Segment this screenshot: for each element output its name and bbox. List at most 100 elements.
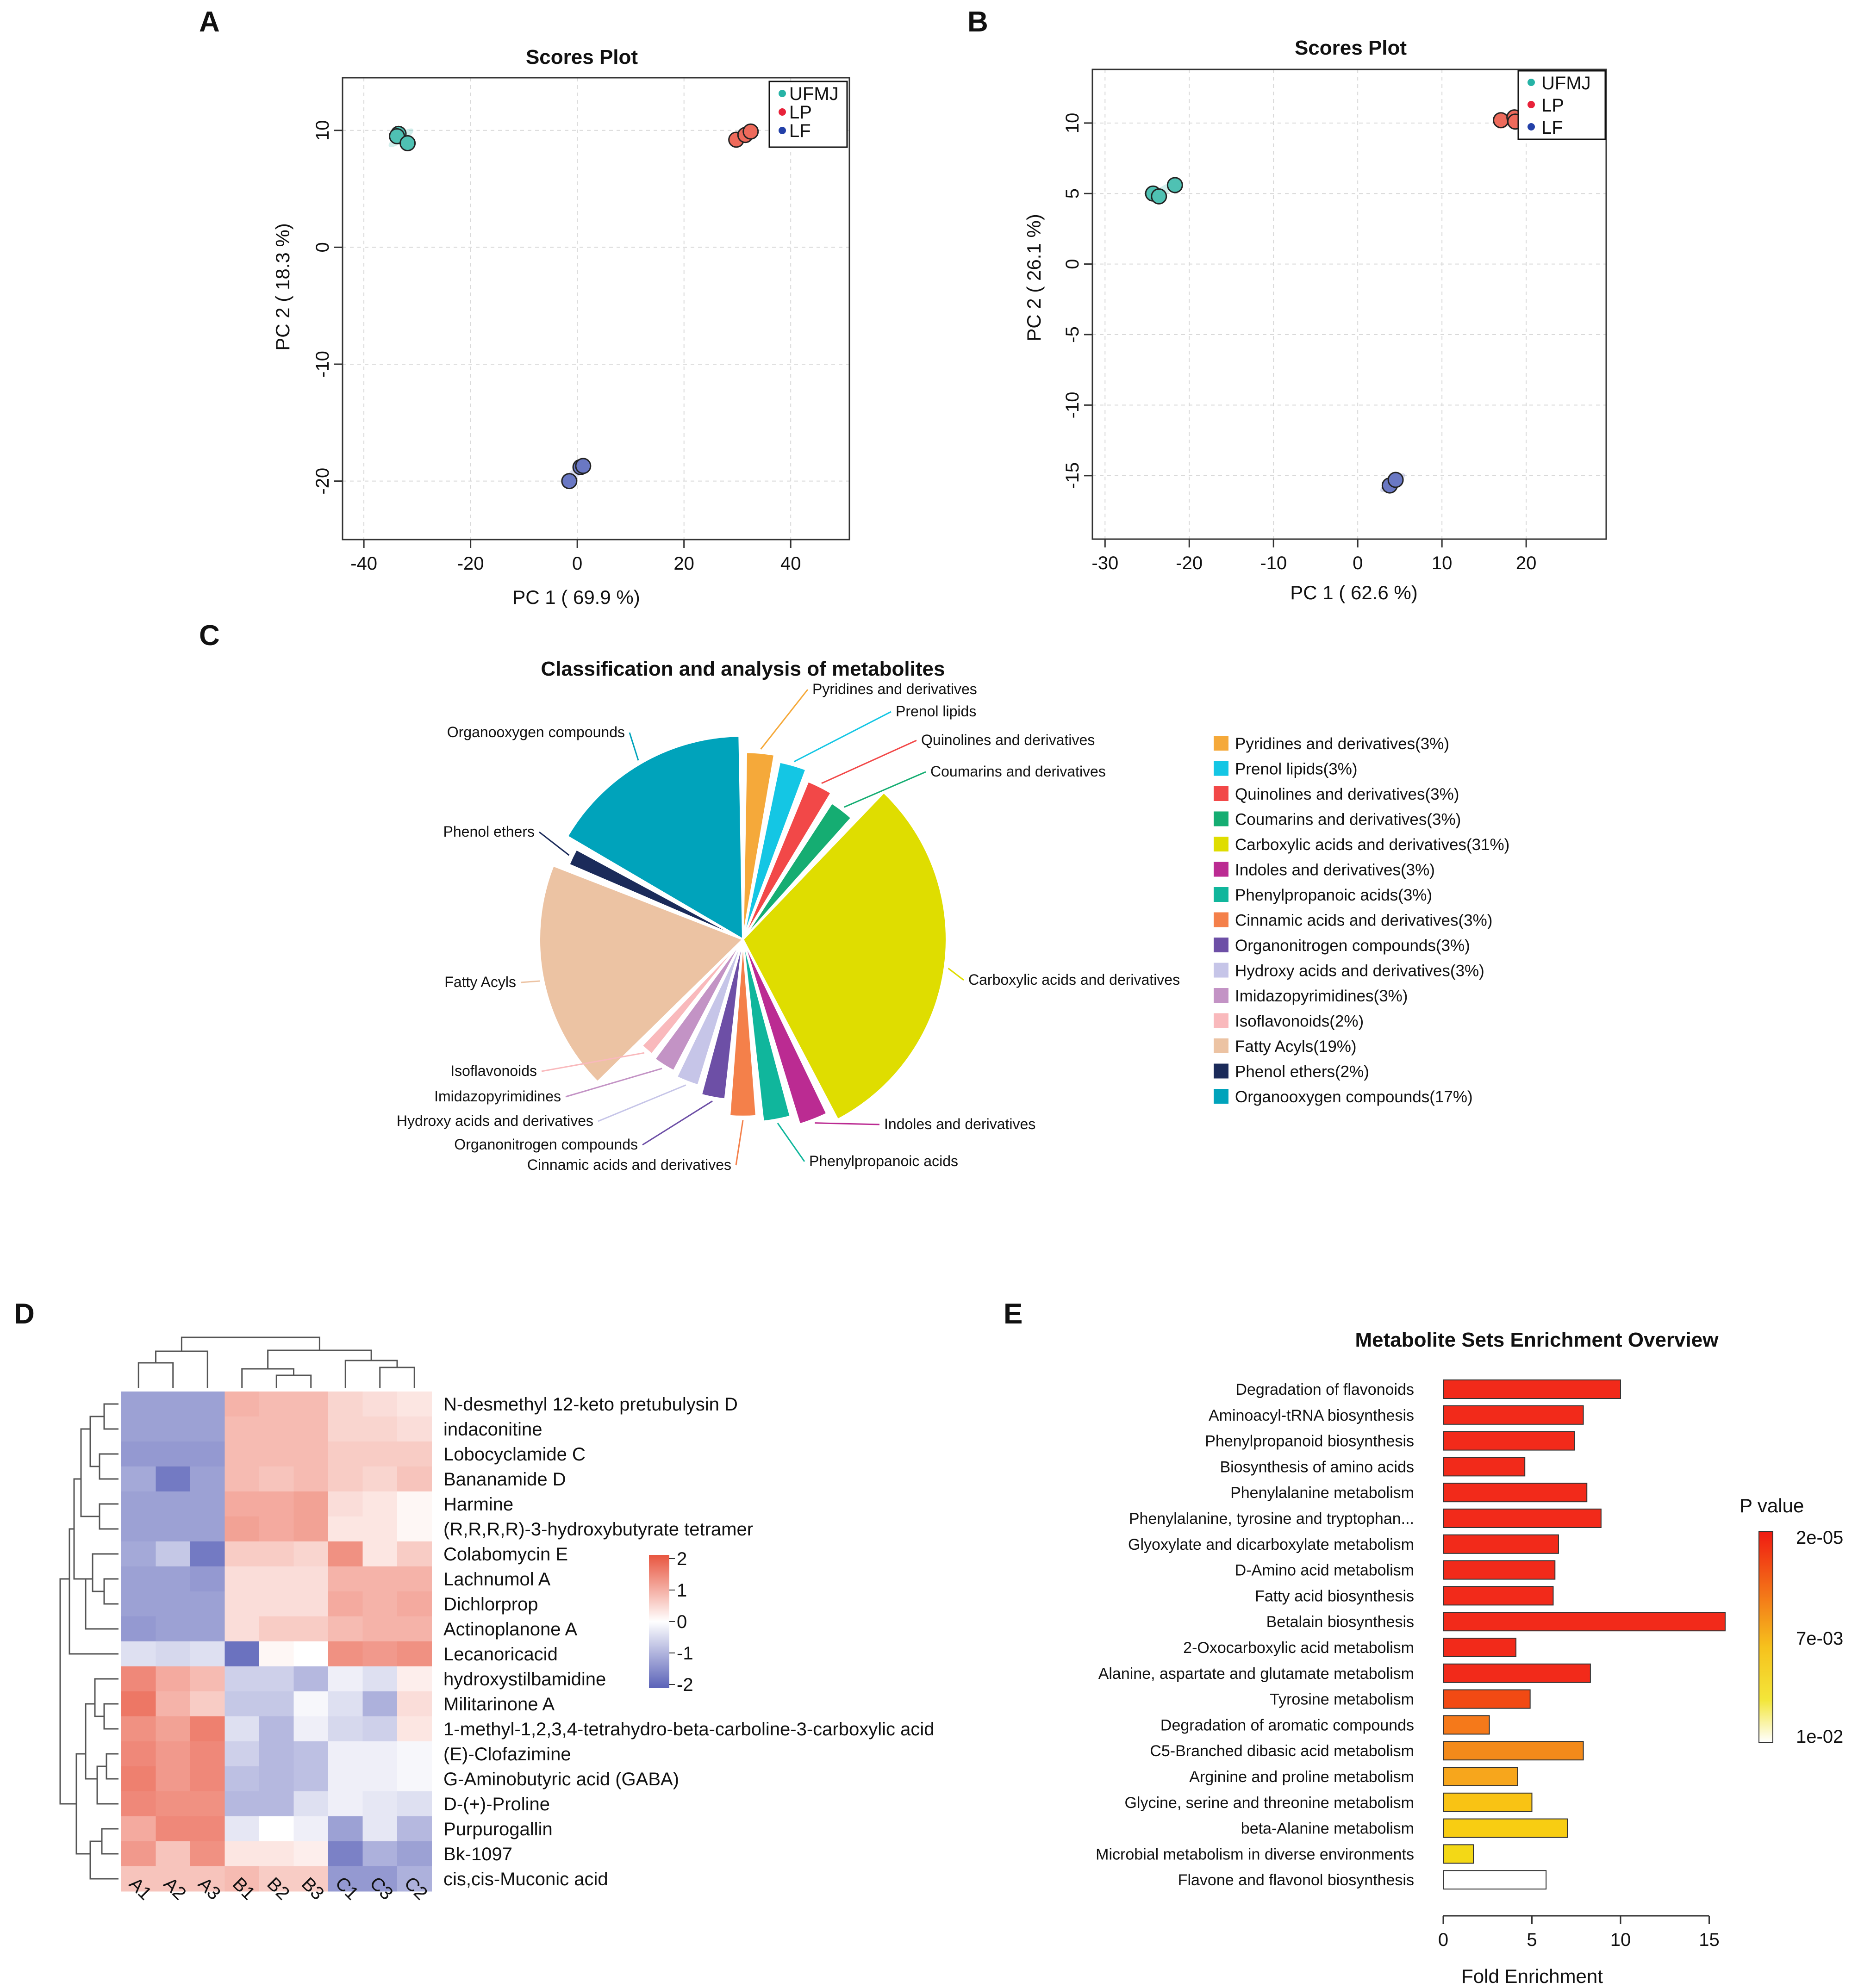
heatmap-row-label: Actinoplanone A <box>443 1619 577 1640</box>
scores-a-xtick-label: -40 <box>350 553 377 574</box>
heatmap-cell <box>121 1791 156 1817</box>
pie-label-phenylpropanoic-acids: Phenylpropanoic acids <box>809 1153 958 1169</box>
heatmap-cell <box>328 1866 363 1892</box>
heatmap-cell <box>328 1566 363 1592</box>
pie-legend-label-cinnamic-acids-and-derivatives: Cinnamic acids and derivatives(3%) <box>1235 912 1492 930</box>
heatmap-cell <box>259 1841 294 1867</box>
heatmap-cell <box>362 1616 398 1642</box>
pie-slice-hydroxy-acids-and-derivatives <box>675 938 744 1087</box>
heatmap-cell <box>224 1566 260 1592</box>
heatmap-cell <box>224 1416 260 1442</box>
enrichment-category-label: Biosynthesis of amino acids <box>1220 1458 1414 1476</box>
enrichment-category-label: D-Amino acid metabolism <box>1235 1562 1414 1579</box>
heatmap-cell <box>121 1741 156 1767</box>
scores-b-xtick-label: 10 <box>1432 553 1453 573</box>
dendrogram-branch <box>181 1336 320 1351</box>
pie-slice-indoles-and-derivatives <box>742 938 828 1125</box>
pie-label-pyridines-and-derivatives: Pyridines and derivatives <box>812 681 977 697</box>
heatmap-cell <box>362 1441 398 1467</box>
heatmap-cell <box>121 1766 156 1792</box>
scores-plot-a-ylabel: PC 2 ( 18.3 %) <box>272 223 293 350</box>
heatmap-cell <box>362 1591 398 1617</box>
heatmap-cell <box>328 1416 363 1442</box>
heatmap-row-label: Bk-1097 <box>443 1844 512 1864</box>
heatmap-cell <box>156 1416 191 1442</box>
heatmap-cell <box>121 1841 156 1867</box>
panel-letter-c: C <box>199 620 220 652</box>
heatmap-cell <box>224 1392 260 1417</box>
scores-a-ytick-label: 10 <box>312 120 333 141</box>
pie-label-quinolines-and-derivatives: Quinolines and derivatives <box>921 732 1095 748</box>
heatmap-cell <box>259 1666 294 1692</box>
heatmap-cell <box>259 1616 294 1642</box>
legend-dot-lp-b <box>1528 101 1535 108</box>
heatmap-cell <box>397 1441 432 1467</box>
heatmap-cell <box>156 1466 191 1492</box>
heatmap-row-label: 1-methyl-1,2,3,4-tetrahydro-beta-carboli… <box>443 1719 934 1740</box>
dendrogram-branch <box>59 1578 76 1805</box>
heatmap-cell <box>328 1392 363 1417</box>
heatmap-row-label: Lachnumol A <box>443 1569 551 1590</box>
enrichment-bar-degradation-of-flavonoids <box>1443 1379 1621 1399</box>
pie-slice-organonitrogen-compounds <box>700 938 744 1100</box>
heatmap-cell <box>224 1791 260 1817</box>
enrichment-category-label: Phenylalanine, tyrosine and tryptophan..… <box>1129 1510 1414 1528</box>
legend-dot-ufmj-a <box>779 90 786 97</box>
dendrogram-branch <box>75 1753 90 1855</box>
heatmap-cell <box>121 1816 156 1842</box>
pie-legend-label-imidazopyrimidines: Imidazopyrimidines(3%) <box>1235 987 1408 1005</box>
heatmap-row-label: hydroxystilbamidine <box>443 1669 606 1690</box>
heatmap-cell <box>397 1466 432 1492</box>
heatmap-cell <box>190 1791 225 1817</box>
dendrogram-branch <box>89 1416 104 1467</box>
heatmap-row-label: Lobocyclamide C <box>443 1444 586 1465</box>
scores-plot-b-frame <box>1091 68 1607 540</box>
pie-label-isoflavonoids: Isoflavonoids <box>450 1062 537 1079</box>
pie-legend-label-fatty-acyls: Fatty Acyls(19%) <box>1235 1037 1357 1056</box>
pie-label-carboxylic-acids-and-derivatives: Carboxylic acids and derivatives <box>968 971 1180 988</box>
enrichment-xtick-label: 10 <box>1610 1930 1631 1950</box>
heatmap-cell <box>224 1741 260 1767</box>
pie-label-phenol-ethers: Phenol ethers <box>443 823 535 840</box>
pie-slices <box>538 735 948 1125</box>
heatmap-row-label: (E)-Clofazimine <box>443 1744 571 1764</box>
enrichment-category-label: 2-Oxocarboxylic acid metabolism <box>1183 1639 1414 1657</box>
heatmap-cell <box>397 1766 432 1792</box>
heatmap-cell <box>328 1691 363 1717</box>
heatmap-cell <box>156 1392 191 1417</box>
heatmap-cell <box>121 1591 156 1617</box>
enrichment-category-label: Flavone and flavonol biosynthesis <box>1178 1871 1414 1889</box>
heatmap-cell <box>190 1741 225 1767</box>
pie-callout-line-coumarins-and-derivatives <box>844 771 926 808</box>
pie-label-coumarins-and-derivatives: Coumarins and derivatives <box>930 763 1106 780</box>
scores-a-point-lf <box>561 473 578 490</box>
scores-plot-b: Scores Plot -30 -20 -10 0 10 20 10 5 0 -5 -10 -15 U… <box>1023 37 1607 603</box>
pie-legend-label-quinolines-and-derivatives: Quinolines and derivatives(3%) <box>1235 785 1459 803</box>
pie-legend-label-coumarins-and-derivatives: Coumarins and derivatives(3%) <box>1235 811 1461 829</box>
pie-legend-swatch-fatty-acyls <box>1214 1038 1228 1053</box>
heatmap-cell <box>362 1566 398 1592</box>
heatmap-cell <box>190 1716 225 1742</box>
enrichment-xlabel: Fold Enrichment <box>1461 1965 1603 1987</box>
heatmap-cell <box>293 1466 329 1492</box>
heatmap-column-dendrogram <box>137 1336 415 1388</box>
pvalue-scale-title: P value <box>1740 1495 1804 1516</box>
scores-plot-a-xlabel: PC 1 ( 69.9 %) <box>512 586 640 608</box>
heatmap-cell <box>328 1441 363 1467</box>
enrichment-bar-beta-alanine-metabolism <box>1443 1818 1568 1838</box>
enrichment-category-label: Arginine and proline metabolism <box>1189 1768 1414 1786</box>
scores-plot-b-title: Scores Plot <box>1295 37 1407 59</box>
pie-legend-label-isoflavonoids: Isoflavonoids(2%) <box>1235 1013 1364 1031</box>
heatmap-cell <box>293 1392 329 1417</box>
heatmap-cell <box>293 1541 329 1567</box>
dendrogram-branch <box>275 1374 312 1388</box>
heatmap-cell <box>328 1791 363 1817</box>
heatmap-cell <box>190 1666 225 1692</box>
scores-b-point-lp <box>1493 112 1509 129</box>
heatmap-cell <box>397 1566 432 1592</box>
heatmap-cell <box>328 1741 363 1767</box>
pie-chart-c: Classification and analysis of metabolit… <box>397 658 1509 1173</box>
heatmap-cell <box>190 1616 225 1642</box>
heatmap-cell <box>224 1616 260 1642</box>
heatmap-cell <box>328 1591 363 1617</box>
